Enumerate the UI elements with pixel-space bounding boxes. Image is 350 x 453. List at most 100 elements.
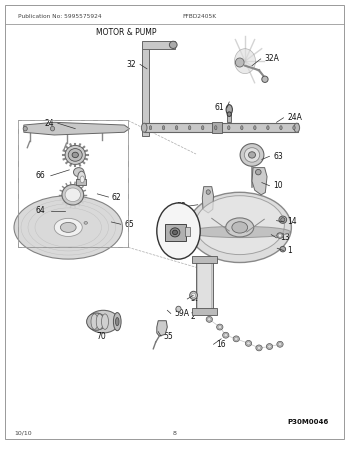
Ellipse shape: [78, 171, 85, 184]
Ellipse shape: [266, 343, 273, 350]
Ellipse shape: [224, 333, 228, 337]
Text: 10: 10: [273, 181, 283, 190]
Ellipse shape: [14, 196, 122, 259]
Text: 32A: 32A: [264, 54, 279, 63]
Bar: [144, 123, 298, 132]
Ellipse shape: [277, 342, 283, 347]
Ellipse shape: [267, 125, 269, 130]
Ellipse shape: [189, 226, 290, 237]
Ellipse shape: [102, 314, 108, 329]
Text: 24A: 24A: [287, 113, 302, 122]
Ellipse shape: [88, 310, 119, 333]
Ellipse shape: [254, 125, 256, 130]
Ellipse shape: [149, 125, 152, 130]
Ellipse shape: [281, 217, 285, 222]
Ellipse shape: [80, 176, 84, 183]
Text: 59A: 59A: [174, 309, 189, 318]
Ellipse shape: [169, 41, 177, 48]
Ellipse shape: [91, 314, 98, 329]
Ellipse shape: [215, 125, 217, 130]
Ellipse shape: [206, 190, 210, 194]
Text: 59: 59: [191, 294, 201, 304]
Ellipse shape: [65, 145, 85, 164]
Ellipse shape: [280, 125, 282, 130]
Bar: [76, 179, 86, 185]
Ellipse shape: [218, 325, 222, 329]
Ellipse shape: [234, 337, 238, 341]
Text: 2: 2: [191, 312, 196, 321]
Ellipse shape: [244, 148, 260, 162]
Ellipse shape: [206, 316, 212, 323]
Text: 70: 70: [97, 332, 106, 341]
Ellipse shape: [62, 185, 84, 205]
Text: 61: 61: [214, 103, 224, 112]
Text: P30M0046: P30M0046: [287, 419, 328, 425]
Text: 16: 16: [216, 340, 226, 349]
Text: Publication No: 5995575924: Publication No: 5995575924: [18, 14, 101, 19]
Ellipse shape: [227, 112, 231, 116]
Polygon shape: [202, 187, 214, 213]
Ellipse shape: [113, 313, 121, 331]
Ellipse shape: [141, 123, 147, 132]
Polygon shape: [157, 321, 167, 336]
Polygon shape: [24, 122, 130, 135]
Ellipse shape: [96, 314, 103, 329]
Text: FFBD2405K: FFBD2405K: [182, 14, 216, 19]
Text: 65: 65: [124, 220, 134, 229]
Text: 58: 58: [176, 202, 186, 211]
Circle shape: [157, 203, 200, 259]
Ellipse shape: [191, 293, 196, 298]
Text: MOTOR & PUMP: MOTOR & PUMP: [96, 28, 156, 37]
Ellipse shape: [226, 218, 254, 237]
Text: 63: 63: [273, 152, 283, 161]
Text: 10/10: 10/10: [14, 431, 32, 436]
Ellipse shape: [54, 218, 82, 236]
Text: 64: 64: [36, 206, 46, 215]
Ellipse shape: [188, 125, 191, 130]
Ellipse shape: [195, 196, 284, 255]
Ellipse shape: [226, 105, 232, 115]
Bar: [227, 114, 231, 122]
Ellipse shape: [278, 234, 282, 237]
Ellipse shape: [228, 125, 230, 130]
Text: 32: 32: [127, 60, 136, 69]
Ellipse shape: [217, 324, 223, 330]
Ellipse shape: [65, 188, 80, 202]
Ellipse shape: [247, 342, 250, 345]
Ellipse shape: [176, 306, 181, 312]
Ellipse shape: [235, 58, 244, 67]
Ellipse shape: [162, 125, 165, 130]
Ellipse shape: [173, 230, 177, 235]
Bar: [197, 262, 211, 311]
Text: 8: 8: [173, 431, 177, 436]
Ellipse shape: [223, 333, 229, 338]
Ellipse shape: [60, 222, 76, 232]
Ellipse shape: [293, 125, 295, 130]
Ellipse shape: [208, 318, 211, 321]
Ellipse shape: [84, 222, 88, 224]
Bar: [192, 308, 217, 315]
Bar: [142, 41, 175, 49]
Text: 14: 14: [287, 217, 297, 226]
Ellipse shape: [190, 291, 197, 299]
Bar: [212, 122, 222, 133]
Ellipse shape: [262, 76, 268, 82]
Bar: [185, 227, 190, 236]
Bar: [18, 120, 128, 247]
Bar: [165, 224, 186, 241]
Text: 60: 60: [160, 226, 169, 236]
Ellipse shape: [68, 149, 82, 161]
Ellipse shape: [175, 125, 178, 130]
Ellipse shape: [256, 169, 261, 175]
Ellipse shape: [277, 233, 283, 238]
Ellipse shape: [240, 144, 264, 166]
Ellipse shape: [170, 228, 180, 237]
Text: 13: 13: [280, 233, 290, 242]
Ellipse shape: [278, 342, 282, 346]
Ellipse shape: [240, 125, 243, 130]
Ellipse shape: [23, 126, 27, 131]
Ellipse shape: [72, 152, 78, 158]
Ellipse shape: [116, 318, 119, 326]
Ellipse shape: [245, 341, 252, 347]
Ellipse shape: [50, 126, 55, 131]
